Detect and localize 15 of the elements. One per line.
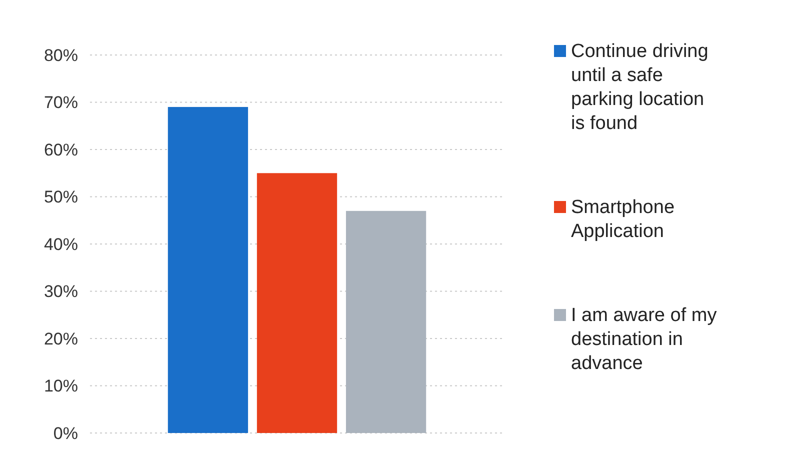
y-tick-label: 30% [44, 282, 78, 302]
y-tick-label: 60% [44, 140, 78, 160]
y-tick-label: 0% [53, 424, 78, 443]
y-tick-label: 80% [44, 46, 78, 65]
bar [346, 210, 426, 433]
y-tick-label: 70% [44, 93, 78, 112]
legend-label: Continue driving until a safe parking location is found [571, 41, 708, 134]
bar [168, 106, 248, 433]
y-tick-label: 10% [44, 376, 78, 396]
legend-label: Smartphone Application [571, 197, 675, 242]
y-tick-label: 20% [44, 329, 78, 348]
bar [256, 173, 338, 433]
y-tick-label: 40% [44, 234, 78, 254]
y-tick-label: 50% [44, 188, 78, 207]
legend-label: I am aware of my destination in advance [571, 305, 718, 374]
